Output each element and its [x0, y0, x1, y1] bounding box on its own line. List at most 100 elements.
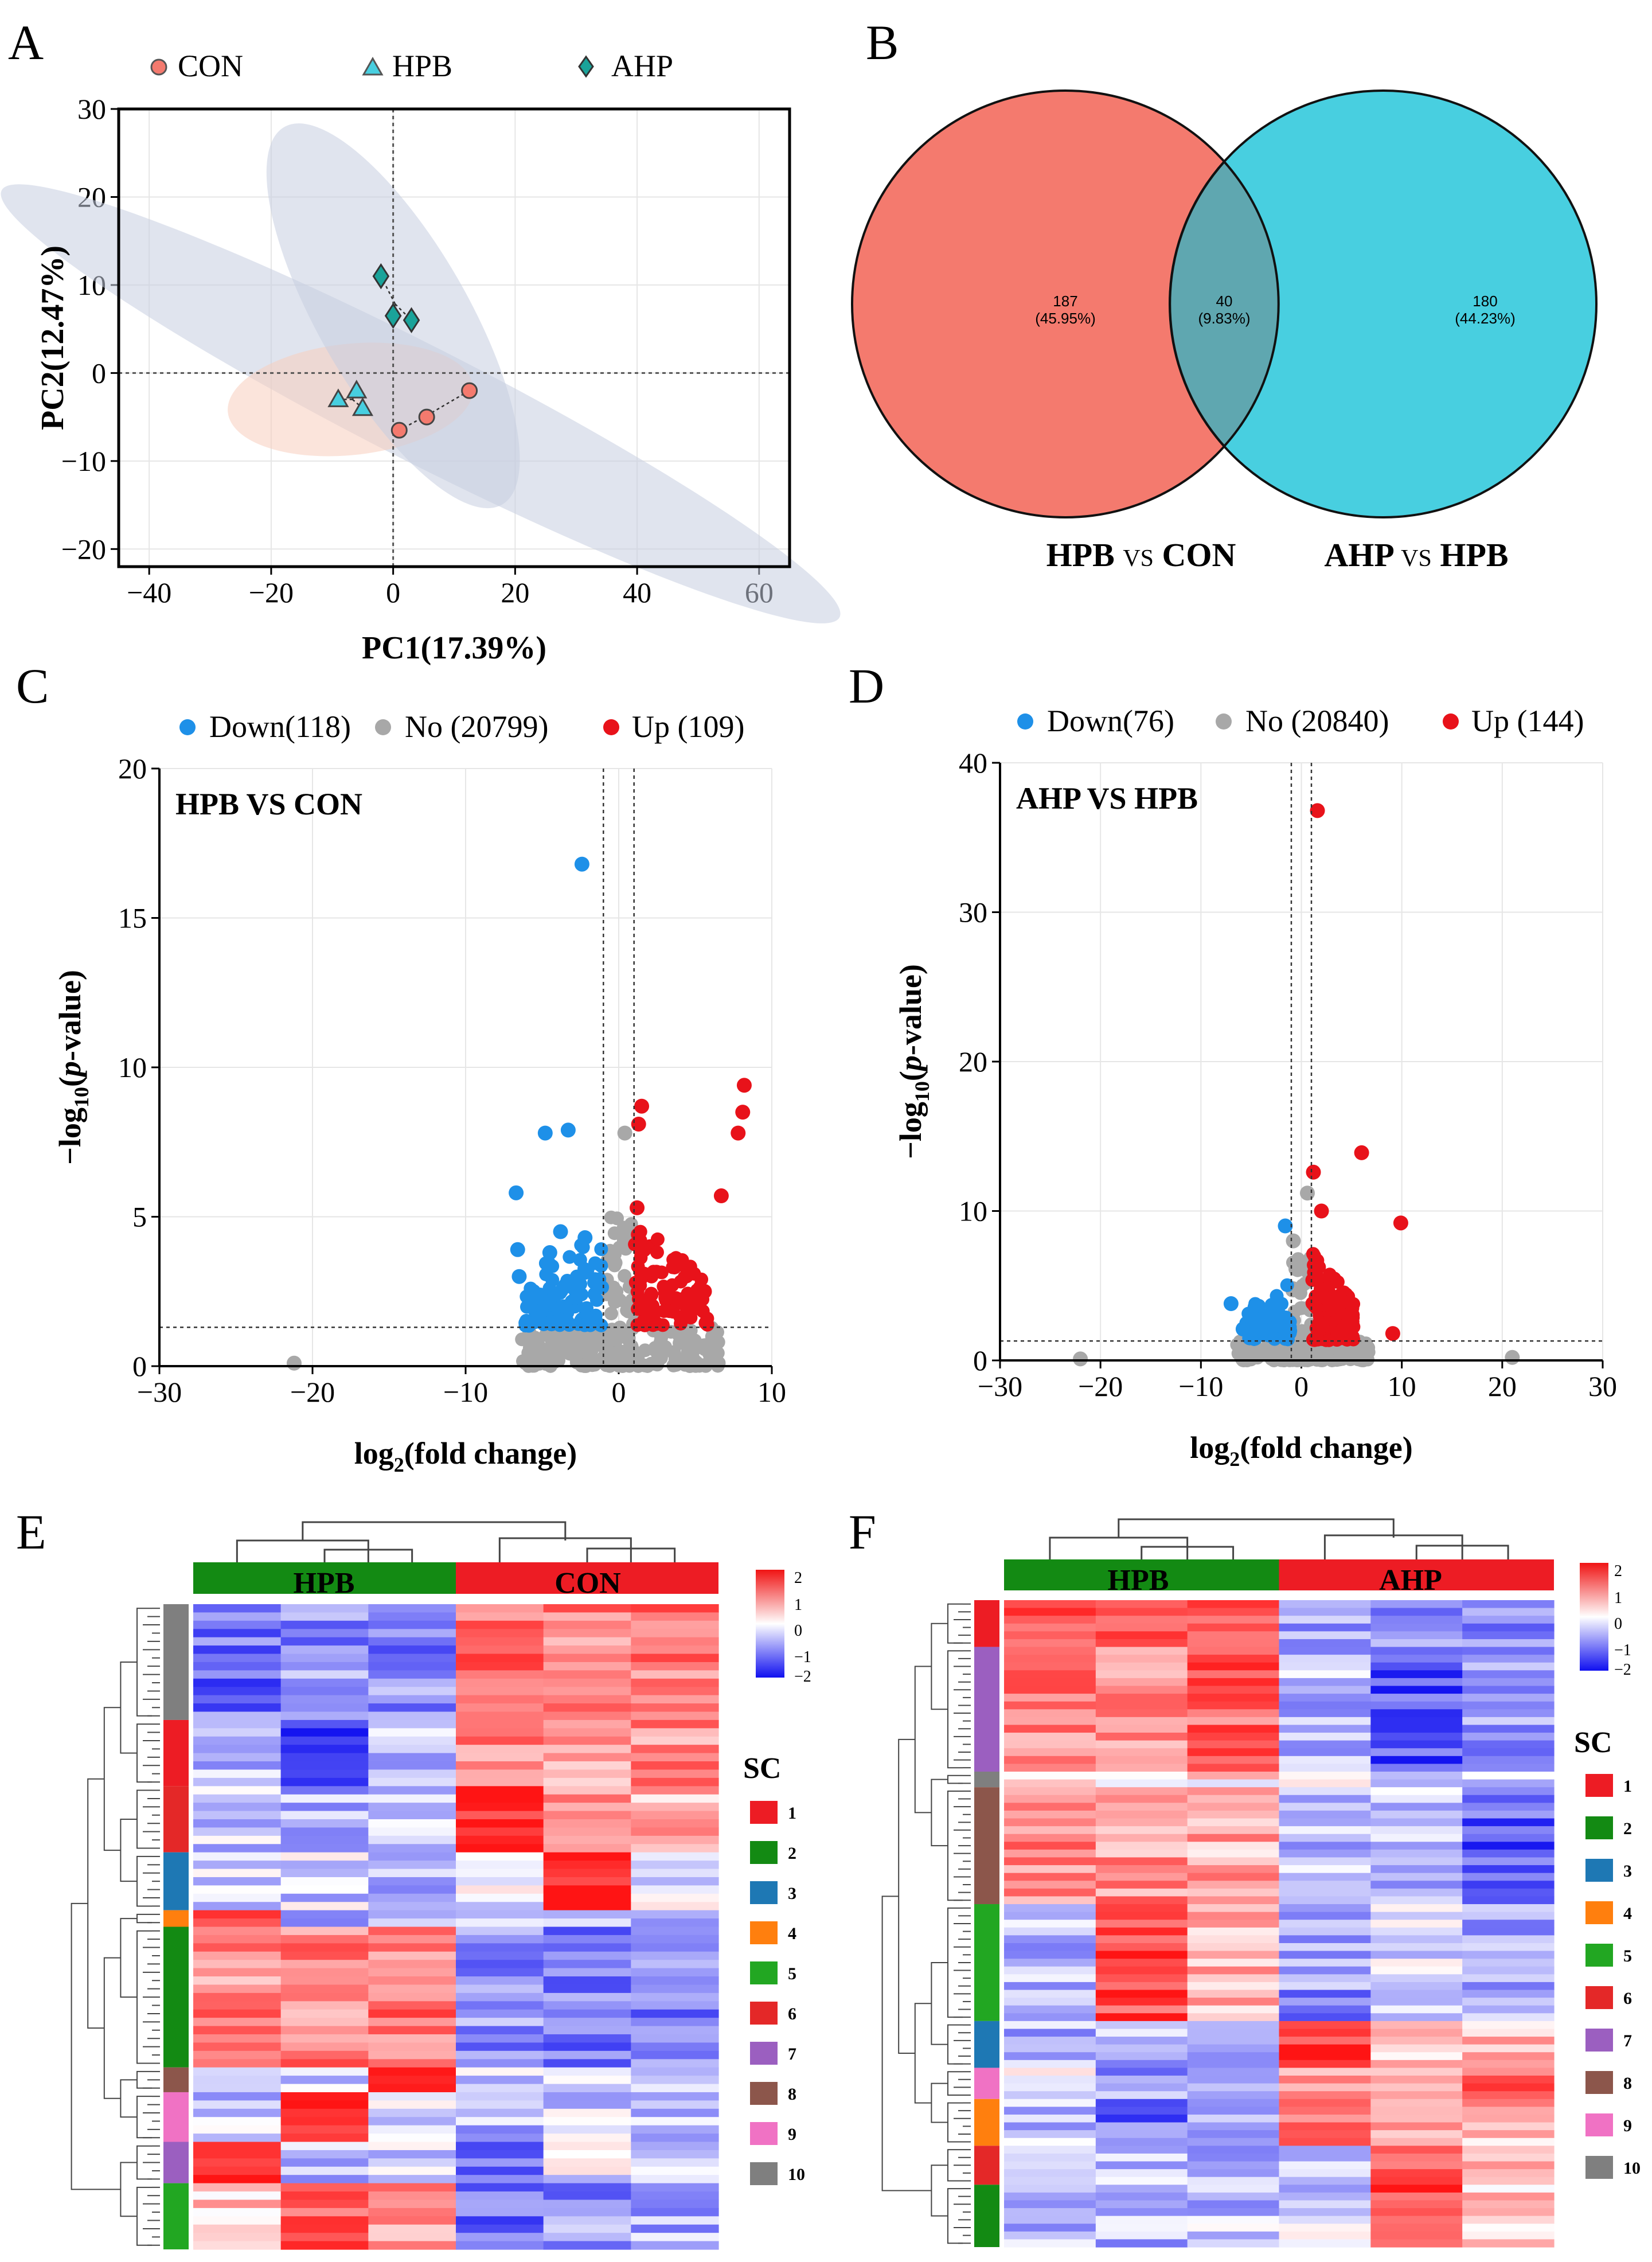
- heatmap-cell: [368, 1777, 456, 1787]
- heatmap-cell: [1187, 1982, 1280, 1991]
- heatmap-cell: [1004, 1740, 1096, 1749]
- heatmap-cell: [631, 1943, 719, 1952]
- heatmap-cell: [368, 2233, 456, 2242]
- heatmap-cell: [631, 1877, 719, 1886]
- heatmap-cell: [1370, 1709, 1463, 1718]
- heatmap-cell: [1370, 1990, 1463, 1998]
- heatmap-cell: [543, 1728, 631, 1737]
- volcano-point-up: [1313, 1315, 1327, 1329]
- heatmap-cell: [1370, 1662, 1463, 1671]
- volcano-point-down: [1280, 1278, 1294, 1292]
- row-dendrogram: [120, 1661, 137, 1754]
- heatmap-cell: [1279, 2029, 1371, 2037]
- volcano-point-up: [735, 1105, 751, 1120]
- heatmap-cell: [1279, 2146, 1371, 2154]
- volcano-point-no: [682, 1327, 697, 1341]
- heatmap-cell: [1279, 1608, 1371, 1616]
- heatmap-cell: [280, 2166, 369, 2175]
- heatmap-cell: [368, 2191, 456, 2201]
- heatmap-cell: [1095, 2239, 1188, 2248]
- heatmap-cell: [1462, 1756, 1555, 1764]
- heatmap-cell: [280, 1753, 369, 1762]
- heatmap-cell: [1462, 1810, 1555, 1819]
- heatmap-cell: [1095, 1779, 1188, 1788]
- heatmap-cell: [543, 1877, 631, 1886]
- heatmap-cell: [1187, 2185, 1280, 2193]
- x-tick-label: 0: [386, 576, 400, 609]
- heatmap-cell: [1187, 1631, 1280, 1640]
- heatmap-cell: [1370, 1771, 1463, 1780]
- heatmap-cell: [1004, 1881, 1096, 1889]
- heatmap-cell: [631, 1910, 719, 1919]
- x-tick-label: −20: [1078, 1370, 1123, 1402]
- heatmap-cell: [631, 1852, 719, 1861]
- heatmap-cell: [1462, 1686, 1555, 1694]
- heatmap-cell: [543, 2018, 631, 2027]
- heatmap-cell: [1095, 1810, 1188, 1819]
- heatmap-cell: [1279, 2107, 1371, 2115]
- heatmap-cell: [280, 2059, 369, 2068]
- heatmap-cell: [280, 2067, 369, 2076]
- heatmap-cell: [280, 1984, 369, 1994]
- heatmap-cell: [1095, 2107, 1188, 2115]
- volcano-point-down: [554, 1313, 569, 1328]
- heatmap-cell: [368, 2042, 456, 2052]
- heatmap-cell: [631, 1960, 719, 1969]
- volcano-point-no: [566, 1347, 580, 1361]
- heatmap-cell: [631, 2241, 719, 2250]
- heatmap-cell: [631, 1719, 719, 1729]
- heatmap-cell: [456, 1687, 544, 1696]
- row-cluster-bar: [974, 2099, 999, 2146]
- volcano-point-up: [736, 1078, 752, 1093]
- heatmap-cell: [1095, 1951, 1188, 1959]
- volcano-point-up: [1337, 1294, 1351, 1309]
- heatmap-cell: [1462, 2208, 1555, 2217]
- heatmap-cell: [456, 2117, 544, 2126]
- heatmap-cell: [1187, 2122, 1280, 2131]
- heatmap-cell: [1370, 1647, 1463, 1655]
- heatmap-cell: [368, 1753, 456, 1762]
- row-dendrogram: [931, 1961, 948, 2045]
- heatmap-cell: [1462, 2114, 1555, 2123]
- heatmap-cell: [1004, 1733, 1096, 1741]
- heatmap-cell: [1370, 2068, 1463, 2076]
- volcano-point-up: [1393, 1215, 1408, 1231]
- heatmap-cell: [1279, 2239, 1371, 2248]
- heatmap-cell: [193, 1976, 282, 1986]
- sc-legend-swatch: [1585, 1816, 1613, 1839]
- heatmap-cell: [1370, 1974, 1463, 1983]
- sc-legend-label: 7: [1623, 2031, 1632, 2050]
- heatmap-cell: [368, 2001, 456, 2010]
- heatmap-cell: [631, 1736, 719, 1745]
- y-tick-label: 20: [118, 752, 147, 785]
- row-dendrogram: [881, 1896, 932, 2191]
- heatmap-cell: [1095, 2114, 1188, 2123]
- heatmap-cell: [1462, 1670, 1555, 1679]
- heatmap-cell: [193, 1869, 282, 1878]
- heatmap-cell: [1004, 1686, 1096, 1694]
- volcano-point-down: [537, 1125, 553, 1141]
- heatmap-cell: [280, 1761, 369, 1770]
- heatmap-cell: [1187, 2153, 1280, 2162]
- row-dendrogram: [947, 1650, 963, 1769]
- heatmap-cell: [1187, 1912, 1280, 1920]
- heatmap-cell: [280, 1935, 369, 1944]
- heatmap-cell: [1095, 2068, 1188, 2076]
- heatmap-cell: [1462, 2044, 1555, 2053]
- heatmap-cell: [631, 1827, 719, 1836]
- heatmap-cell: [193, 1703, 282, 1713]
- heatmap-cell: [1004, 2037, 1096, 2045]
- heatmap-cell: [280, 1794, 369, 1803]
- heatmap-cell: [1004, 1771, 1096, 1780]
- heatmap-cell: [631, 2100, 719, 2109]
- heatmap-cell: [631, 2150, 719, 2159]
- heatmap-cell: [1462, 1849, 1555, 1858]
- heatmap-cell: [280, 1620, 369, 1629]
- heatmap-cell: [368, 1728, 456, 1737]
- heatmap-cell: [1462, 2021, 1555, 2030]
- heatmap-cell: [1187, 2130, 1280, 2139]
- heatmap-cell: [1462, 1631, 1555, 1640]
- venn-intersection: [1169, 159, 1280, 448]
- heatmap-cell: [1279, 1834, 1371, 1842]
- heatmap-cell: [193, 1885, 282, 1894]
